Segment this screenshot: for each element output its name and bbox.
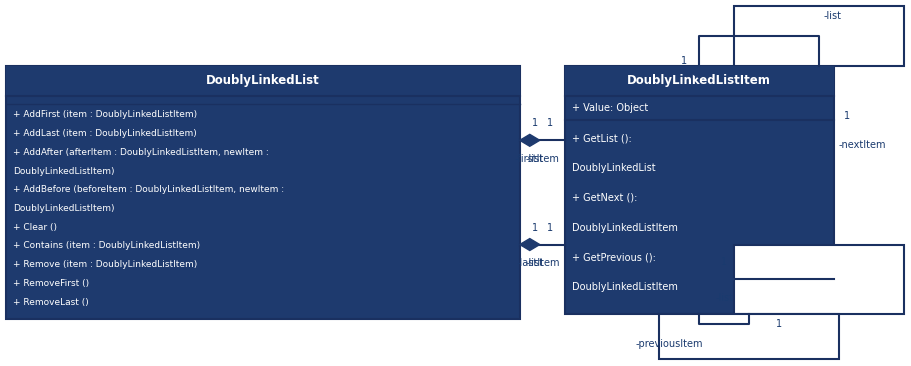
Text: + RemoveLast (): + RemoveLast () bbox=[14, 298, 89, 307]
Text: 1: 1 bbox=[844, 111, 850, 120]
Text: -lastItem: -lastItem bbox=[517, 258, 559, 268]
Bar bbox=[565, 66, 834, 96]
Text: -list: -list bbox=[715, 293, 733, 303]
Text: 1: 1 bbox=[722, 257, 727, 267]
Polygon shape bbox=[714, 273, 734, 285]
Bar bbox=[660, 314, 839, 359]
Bar bbox=[565, 66, 834, 314]
Text: -list: -list bbox=[526, 258, 544, 268]
Text: 1: 1 bbox=[532, 223, 537, 233]
Bar bbox=[6, 66, 520, 96]
Polygon shape bbox=[520, 239, 539, 250]
Text: DoublyLinkedListItem): DoublyLinkedListItem) bbox=[14, 167, 115, 176]
Polygon shape bbox=[520, 134, 539, 146]
Text: 1: 1 bbox=[547, 223, 553, 233]
Text: + AddLast (item : DoublyLinkedListItem): + AddLast (item : DoublyLinkedListItem) bbox=[14, 129, 197, 138]
Text: + AddBefore (beforeItem : DoublyLinkedListItem, newItem :: + AddBefore (beforeItem : DoublyLinkedLi… bbox=[14, 185, 284, 194]
Text: DoublyLinkedList: DoublyLinkedList bbox=[571, 163, 655, 173]
Text: -list: -list bbox=[526, 154, 544, 164]
Text: + Contains (item : DoublyLinkedListItem): + Contains (item : DoublyLinkedListItem) bbox=[14, 242, 200, 250]
Text: + RemoveFirst (): + RemoveFirst () bbox=[14, 279, 89, 288]
Text: -firstItem: -firstItem bbox=[515, 154, 559, 164]
Text: + Remove (item : DoublyLinkedListItem): + Remove (item : DoublyLinkedListItem) bbox=[14, 260, 198, 269]
Text: 1: 1 bbox=[776, 319, 782, 329]
Bar bbox=[734, 6, 904, 66]
Text: + Clear (): + Clear () bbox=[14, 223, 57, 232]
Text: DoublyLinkedList: DoublyLinkedList bbox=[206, 74, 320, 87]
Bar bbox=[734, 244, 904, 314]
Text: DoublyLinkedListItem: DoublyLinkedListItem bbox=[571, 282, 678, 292]
Text: 1: 1 bbox=[681, 56, 688, 66]
Polygon shape bbox=[690, 66, 710, 78]
Text: + GetList ():: + GetList (): bbox=[571, 133, 631, 143]
Text: + AddFirst (item : DoublyLinkedListItem): + AddFirst (item : DoublyLinkedListItem) bbox=[14, 110, 198, 119]
Text: + GetNext ():: + GetNext (): bbox=[571, 193, 637, 203]
Text: DoublyLinkedListItem: DoublyLinkedListItem bbox=[571, 223, 678, 233]
Text: 1: 1 bbox=[532, 119, 537, 128]
Text: -previousItem: -previousItem bbox=[636, 339, 703, 349]
Text: + Value: Object: + Value: Object bbox=[571, 103, 648, 113]
Text: + GetPrevious ():: + GetPrevious (): bbox=[571, 253, 656, 262]
Text: 1: 1 bbox=[547, 119, 553, 128]
Text: -nextItem: -nextItem bbox=[839, 140, 886, 150]
Text: + AddAfter (afterItem : DoublyLinkedListItem, newItem :: + AddAfter (afterItem : DoublyLinkedList… bbox=[14, 148, 269, 157]
Text: -list: -list bbox=[824, 11, 842, 21]
Text: DoublyLinkedListItem): DoublyLinkedListItem) bbox=[14, 204, 115, 213]
Text: DoublyLinkedListItem: DoublyLinkedListItem bbox=[628, 74, 772, 87]
Bar bbox=[6, 66, 520, 319]
